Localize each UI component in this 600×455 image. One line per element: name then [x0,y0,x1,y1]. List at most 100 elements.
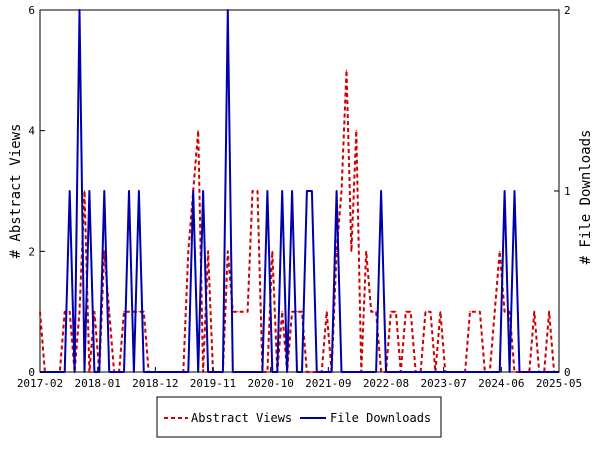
x-axis: 2017-02 2018-01 2018-12 2019-11 2020-10 2021-… [17,367,582,390]
series-point-1 [103,190,105,192]
series-point-1 [479,371,481,373]
series-point-0 [64,311,66,313]
series-point-1 [138,190,140,192]
series-point-1 [78,9,81,11]
series-point-1 [395,371,397,373]
series-point-1 [148,371,150,373]
series-point-1 [123,371,125,373]
series-point-1 [311,190,313,192]
series-point-1 [410,371,412,373]
series-point-1 [69,190,71,192]
series-point-1 [143,371,145,373]
series-point-1 [543,371,545,373]
series-point-1 [296,371,298,373]
series-point-1 [405,371,407,373]
y-axis-right-title: # File Downloads [578,130,594,265]
x-tick-label: 2018-01 [74,377,120,390]
series-point-1 [548,371,550,373]
series-point-0 [390,311,392,313]
series-point-0 [39,311,41,313]
series-point-0 [242,311,244,313]
series-point-1 [321,371,323,373]
series-point-1 [400,371,402,373]
series-point-1 [167,371,170,373]
series-point-0 [345,69,348,71]
series-point-1 [88,190,91,192]
series-point-1 [93,371,95,373]
series-point-1 [484,371,486,373]
series-point-0 [83,190,86,192]
series-point-0 [311,371,313,373]
series-point-0 [187,250,189,252]
series-point-1 [207,371,209,373]
series-point-1 [494,371,496,373]
series-point-0 [326,311,328,313]
series-point-1 [281,190,283,192]
series-point-0 [365,250,367,252]
series-point-1 [335,190,338,192]
series-point-0 [355,130,357,132]
series-point-1 [118,371,120,373]
series-point-0 [138,311,140,313]
y-right-tick-label: 1 [564,185,571,198]
series-point-0 [335,250,338,252]
series-point-0 [271,250,273,252]
series-point-1 [459,371,461,373]
series-point-0 [301,311,303,313]
series-point-0 [439,311,441,313]
series-point-1 [464,371,466,373]
series-point-0 [69,311,71,313]
x-tick-label: 2019-11 [190,377,236,390]
series-point-1 [162,371,165,373]
series-point-0 [202,371,204,373]
series-point-1 [444,371,446,373]
series-point-1 [128,190,130,192]
series-point-0 [197,130,199,132]
y-axis-left-title: # Abstract Views [8,124,24,259]
series-point-0 [479,311,481,313]
series-point-0 [143,311,145,313]
series-point-1 [380,190,382,192]
series-point-0 [207,250,209,252]
series-point-0 [410,311,412,313]
series-point-0 [405,311,407,313]
x-tick-label: 2022-08 [363,377,409,390]
series-point-0 [350,250,352,252]
series-point-1 [266,190,268,192]
series-point-1 [108,371,110,373]
series-point-1 [518,371,521,373]
series-point-1 [499,371,501,373]
series-point-0 [93,311,95,313]
series-point-1 [286,371,288,373]
y-right-tick-label: 2 [564,4,571,17]
y-axis-right: 0 1 2 [554,4,571,379]
series-point-1 [316,371,318,373]
series-point-1 [350,371,352,373]
series-point-0 [395,311,397,313]
y-left-tick-label: 6 [28,4,35,17]
series-point-1 [133,371,135,373]
series-point-0 [247,311,249,313]
series-point-0 [429,311,432,313]
series-point-0 [251,190,254,192]
series-point-1 [355,371,357,373]
series-point-1 [538,371,540,373]
series-point-0 [513,371,516,373]
series-point-1 [365,371,367,373]
y-right-tick-label: 0 [564,366,571,379]
y-left-tick-label: 4 [28,125,35,138]
x-tick-label: 2025-05 [536,377,582,390]
series-point-1 [415,371,417,373]
series-point-1 [158,371,160,373]
series-point-1 [424,371,427,373]
series-point-1 [434,371,437,373]
series-point-1 [83,371,86,373]
series-point-1 [227,9,229,11]
series-point-1 [247,371,249,373]
series-point-0 [281,311,283,313]
x-tick-label: 2024-06 [478,377,524,390]
series-point-0 [78,311,81,313]
series-point-0 [306,371,308,373]
series-point-1 [98,371,100,373]
